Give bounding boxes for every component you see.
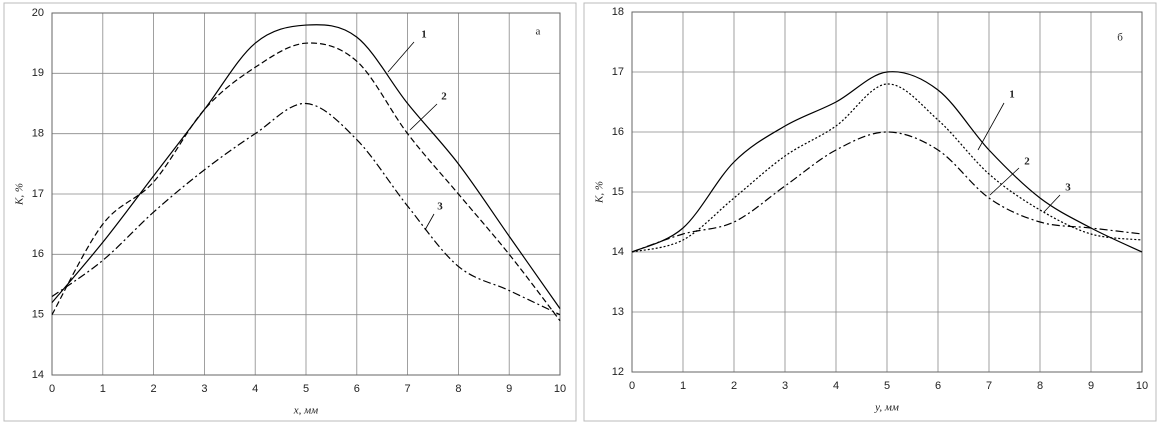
y-tick-label: 17 — [32, 188, 44, 200]
y-tick-label: 15 — [612, 186, 624, 198]
x-tick-label: 3 — [782, 380, 788, 392]
y-tick-label: 19 — [32, 67, 44, 79]
y-tick-label: 13 — [612, 306, 624, 318]
x-tick-label: 10 — [1136, 380, 1148, 392]
x-tick-label: 1 — [680, 380, 686, 392]
y-tick-label: 16 — [32, 248, 44, 260]
curve-label: 3 — [1065, 182, 1071, 194]
x-tick-label: 5 — [303, 383, 309, 395]
x-tick-label: 10 — [554, 383, 566, 395]
series-line — [631, 131, 1143, 253]
plot-border — [631, 11, 1143, 373]
x-tick-label: 0 — [49, 383, 55, 395]
x-tick-label: 1 — [100, 383, 106, 395]
y-tick-label: 16 — [612, 126, 624, 138]
leader-line — [424, 213, 435, 231]
x-tick-label: 3 — [201, 383, 207, 395]
y-tick-label: 18 — [32, 128, 44, 140]
x-tick-label: 7 — [986, 380, 992, 392]
y-tick-label: 17 — [612, 66, 624, 78]
curve-label: 1 — [1009, 89, 1015, 101]
x-axis-title: y, мм — [874, 402, 899, 414]
y-axis-title: K, % — [594, 181, 606, 204]
y-axis-title: K, % — [14, 183, 26, 206]
x-tick-label: 8 — [1037, 380, 1043, 392]
x-tick-label: 9 — [506, 383, 512, 395]
x-axis-title: x, мм — [293, 405, 318, 417]
curve-label: 3 — [437, 201, 443, 213]
series-line — [51, 102, 561, 316]
y-tick-label: 14 — [32, 369, 44, 381]
x-tick-label: 6 — [935, 380, 941, 392]
curve-label: 2 — [1024, 156, 1030, 168]
x-tick-label: 8 — [455, 383, 461, 395]
x-tick-label: 0 — [629, 380, 635, 392]
y-tick-label: 20 — [32, 7, 44, 19]
leader-line — [989, 167, 1020, 196]
curve-label: 2 — [441, 91, 447, 103]
x-tick-label: 4 — [833, 380, 839, 392]
x-tick-label: 4 — [252, 383, 258, 395]
x-tick-label: 6 — [354, 383, 360, 395]
x-tick-label: 9 — [1088, 380, 1094, 392]
y-tick-label: 12 — [612, 366, 624, 378]
x-tick-label: 2 — [731, 380, 737, 392]
leader-line — [387, 41, 415, 73]
panel-frame — [3, 2, 577, 422]
plot-border — [51, 12, 561, 376]
curve-label: 1 — [421, 29, 427, 41]
x-tick-label: 5 — [884, 380, 890, 392]
series-line — [51, 42, 561, 322]
panel-frame — [583, 2, 1157, 422]
leader-line — [1043, 194, 1061, 213]
x-tick-label: 7 — [405, 383, 411, 395]
panel-label: а — [536, 26, 541, 38]
leader-line — [977, 102, 1005, 151]
x-tick-label: 2 — [151, 383, 157, 395]
panel-label: б — [1117, 32, 1123, 44]
y-tick-label: 18 — [612, 6, 624, 18]
y-tick-label: 15 — [32, 309, 44, 321]
leader-line — [409, 103, 438, 131]
y-tick-label: 14 — [612, 246, 624, 258]
